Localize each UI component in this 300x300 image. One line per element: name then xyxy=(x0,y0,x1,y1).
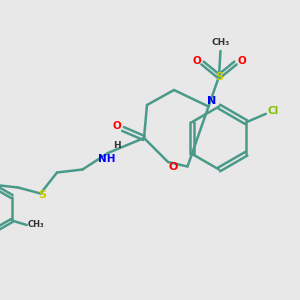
Text: O: O xyxy=(112,121,122,131)
Text: H: H xyxy=(113,141,121,150)
Text: O: O xyxy=(192,56,201,67)
Text: NH: NH xyxy=(98,154,115,164)
Text: N: N xyxy=(208,96,217,106)
Text: CH₃: CH₃ xyxy=(28,220,45,230)
Text: O: O xyxy=(237,56,246,67)
Text: S: S xyxy=(215,71,223,82)
Text: Cl: Cl xyxy=(268,106,279,116)
Text: S: S xyxy=(38,190,46,200)
Text: O: O xyxy=(169,161,178,172)
Text: CH₃: CH₃ xyxy=(212,38,230,47)
